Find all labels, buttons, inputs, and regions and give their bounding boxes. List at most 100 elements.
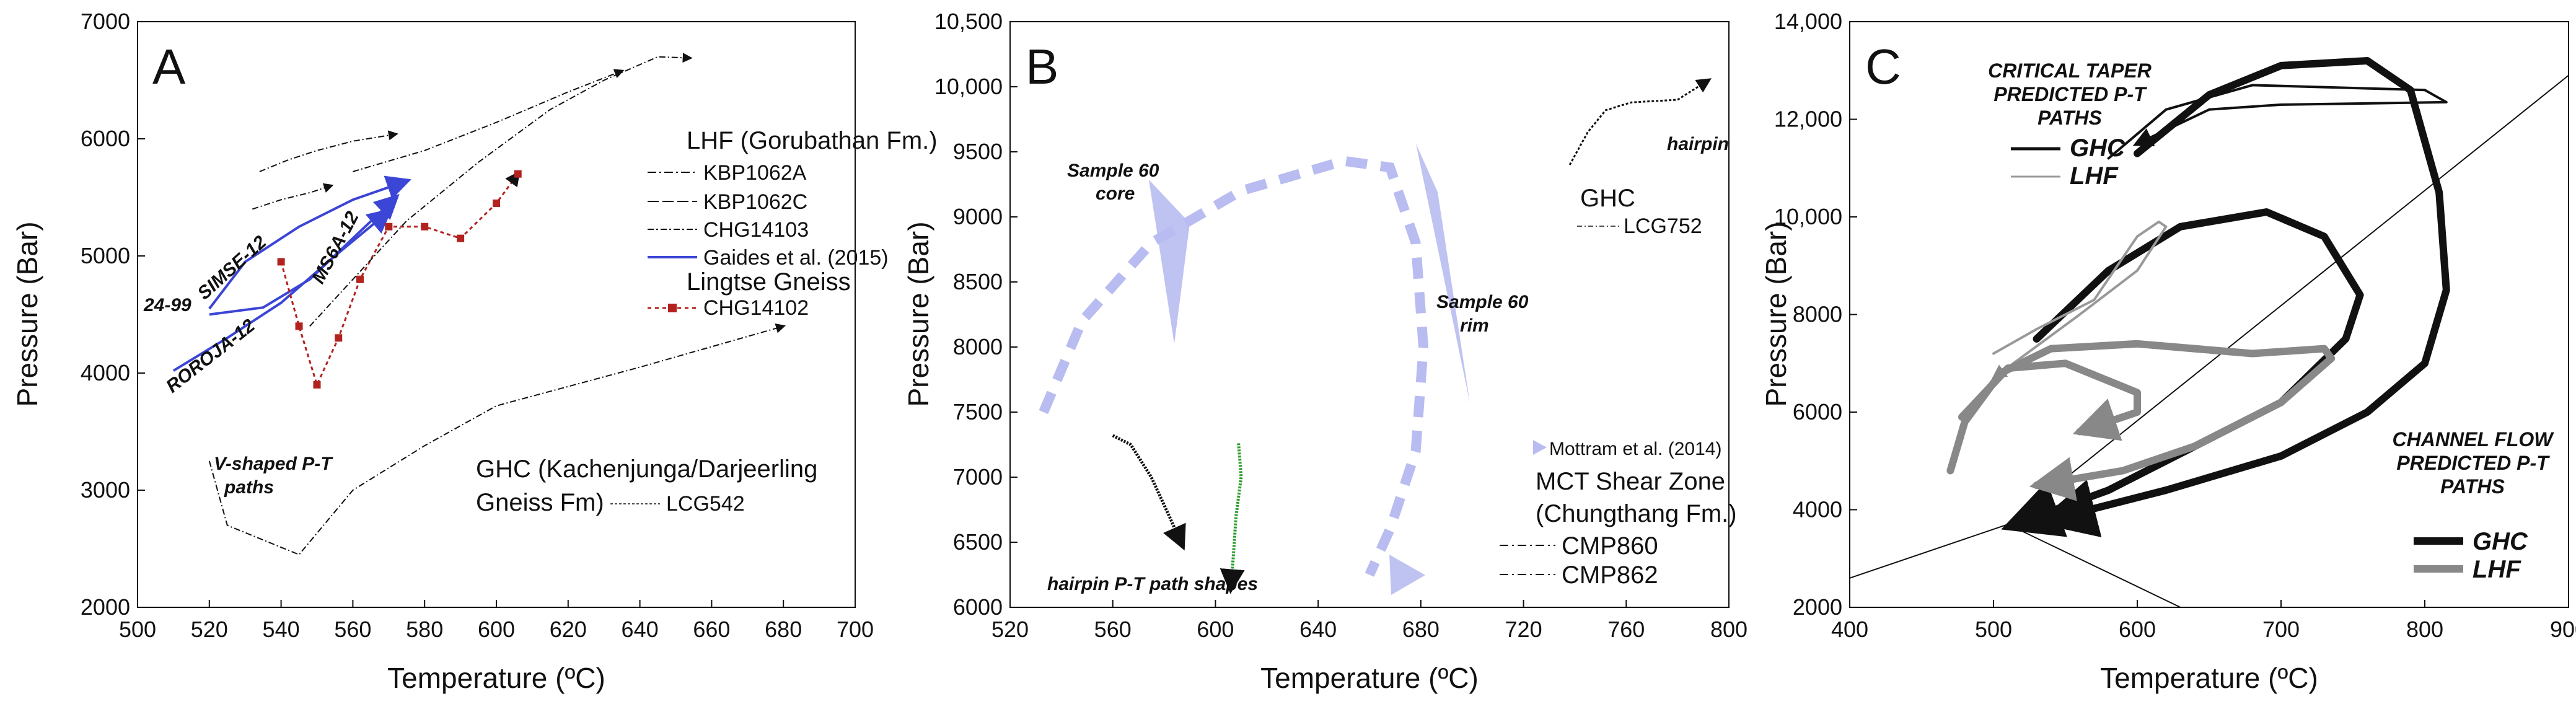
series-line (309, 53, 693, 327)
series-line (259, 130, 398, 172)
legend-b-heading-ghc: GHC (1580, 185, 1635, 212)
x-tick-label: 540 (263, 617, 300, 642)
x-tick-label: 640 (622, 617, 659, 642)
plot-frame-b (1009, 21, 1730, 608)
y-tick-label: 10,000 (1774, 204, 1842, 229)
y-tick-label: 10,000 (934, 74, 1003, 99)
y-axis-label-a: Pressure (Bar) (11, 221, 43, 407)
y-tick-label: 2000 (81, 594, 130, 620)
y-axis-label-b: Pressure (Bar) (902, 221, 934, 407)
x-tick-label: 400 (1831, 617, 1868, 642)
series-line (1568, 78, 1712, 165)
legend-c-taper-item-lhf: LHF (2070, 162, 2119, 190)
annotation-roroja: ROROJA-12 (162, 315, 259, 397)
x-tick-label: 720 (1505, 617, 1542, 642)
legend-c-taper-item-ghc: GHC (2070, 134, 2125, 162)
series-line (1958, 359, 2141, 441)
legend-c-channel-heading-3: PATHS (2440, 475, 2505, 498)
annotation-vshaped-2: paths (224, 477, 274, 498)
x-tick-label: 600 (1197, 617, 1234, 642)
y-tick-label: 6000 (1793, 399, 1842, 424)
y-tick-label: 10,500 (934, 9, 1003, 34)
legend-b-marker-mottram (1533, 440, 1547, 455)
x-tick-label: 520 (991, 617, 1029, 642)
y-tick-label: 8000 (953, 334, 1003, 359)
x-tick-label: 560 (1094, 617, 1132, 642)
x-axis-label-c: Temperature (ºC) (2100, 662, 2318, 694)
y-tick-label: 3000 (81, 477, 130, 503)
y-tick-label: 7000 (81, 9, 130, 34)
legend-a-item-kbp1062c: KBP1062C (703, 190, 807, 214)
x-tick-label: 600 (2119, 617, 2156, 642)
x-tick-label: 520 (191, 617, 228, 642)
series-line (353, 69, 625, 172)
legend-c-channel-heading-2: PREDICTED P-T (2396, 452, 2550, 474)
y-tick-label: 6000 (81, 126, 130, 151)
x-tick-label: 680 (765, 617, 802, 642)
x-tick-label: 680 (1402, 617, 1440, 642)
legend-b-item-mottram: Mottram et al. (2014) (1549, 439, 1721, 459)
legend-a-item-kbp1062a: KBP1062A (703, 161, 807, 185)
legend-b-item-cmp862: CMP862 (1562, 561, 1658, 589)
y-tick-label: 6000 (953, 594, 1003, 620)
panel-c: C 400 500 600 700 800 900 2000 4000 6000 8000 10,0… (1760, 9, 2576, 694)
x-tick-label: 660 (693, 617, 730, 642)
series-point (277, 258, 285, 266)
panel-b: B 520 560 600 640 680 720 760 800 6000 6500 7000 75… (902, 9, 1747, 694)
y-axis-label-c: Pressure (Bar) (1760, 221, 1792, 407)
annotation-hairpin: hairpin (1667, 134, 1729, 154)
y-tick-label: 14,000 (1774, 9, 1842, 34)
legend-a-marker-5 (668, 304, 677, 312)
series-point (313, 380, 321, 389)
x-tick-label: 640 (1299, 617, 1337, 642)
legend-c-taper-heading-2: PREDICTED P-T (1994, 83, 2147, 105)
series-line (1112, 434, 1186, 551)
ticks-c: 400 500 600 700 800 900 2000 4000 6000 8000 10,000… (1774, 9, 2576, 642)
reaction-line (1849, 74, 2569, 579)
annotation-2499: 24-99 (143, 295, 191, 315)
panel-letter-a: A (152, 39, 186, 94)
series-a (172, 53, 786, 556)
series-line (1220, 443, 1245, 594)
y-tick-label: 8500 (953, 269, 1003, 294)
annotation-vshaped: V-shaped P-T (214, 454, 333, 474)
y-tick-label: 4000 (1793, 497, 1842, 522)
y-tick-label: 9000 (953, 204, 1003, 229)
legend-b-heading-mct: MCT Shear Zone (1536, 468, 1725, 495)
legend-a-item-chg14103: CHG14103 (703, 218, 809, 242)
annotation-sample60-core: Sample 60 (1067, 161, 1159, 181)
legend-b-item-lcg752: LCG752 (1624, 214, 1702, 238)
series-line-mottram (1039, 156, 1429, 577)
series-point (295, 322, 303, 330)
series-point (385, 222, 393, 231)
y-tick-label: 7500 (953, 399, 1003, 424)
ticks-a: 500 520 540 560 580 600 620 640 660 680 700 2000 300… (81, 9, 874, 642)
series-point (457, 234, 465, 242)
legend-c-channel-item-lhf: LHF (2473, 556, 2521, 583)
mottram-triangle-bottom (1389, 555, 1425, 595)
annotation-ms6a: MS6A-12 (308, 208, 363, 288)
legend-a-heading-lingtse: Lingtse Gneiss (687, 268, 851, 296)
y-tick-label: 6500 (953, 529, 1003, 555)
y-tick-label: 12,000 (1774, 107, 1842, 132)
panel-letter-b: B (1026, 39, 1058, 94)
legend-a-item-gaides: Gaides et al. (2015) (703, 246, 889, 270)
x-tick-label: 700 (837, 617, 874, 642)
series-line (2107, 84, 2448, 160)
legend-a-heading-ghc-2: Gneiss Fm) (476, 489, 604, 516)
legend-a-item-lcg542: LCG542 (666, 492, 745, 516)
reaction-line (2007, 524, 2181, 608)
series-line (2036, 57, 2450, 538)
legend-c-channel-heading-1: CHANNEL FLOW (2393, 428, 2555, 451)
series-point (514, 170, 522, 178)
legend-c-taper-heading-3: PATHS (2038, 107, 2102, 129)
legend-b-heading-chungthang: (Chungthang Fm.) (1536, 500, 1737, 527)
series-line (172, 208, 393, 372)
legend-c-taper-heading-1: CRITICAL TAPER (1988, 59, 2152, 82)
legend-b: GHC LCG752 Mottram et al. (2014) MCT She… (1500, 185, 1737, 589)
panel-a: A 500 520 540 560 580 600 620 640 660 680 700 2000 3… (11, 9, 938, 694)
series-line (252, 183, 334, 210)
legend-a-heading-lhf: LHF (Gorubathan Fm.) (687, 127, 938, 154)
series-point (356, 275, 364, 283)
